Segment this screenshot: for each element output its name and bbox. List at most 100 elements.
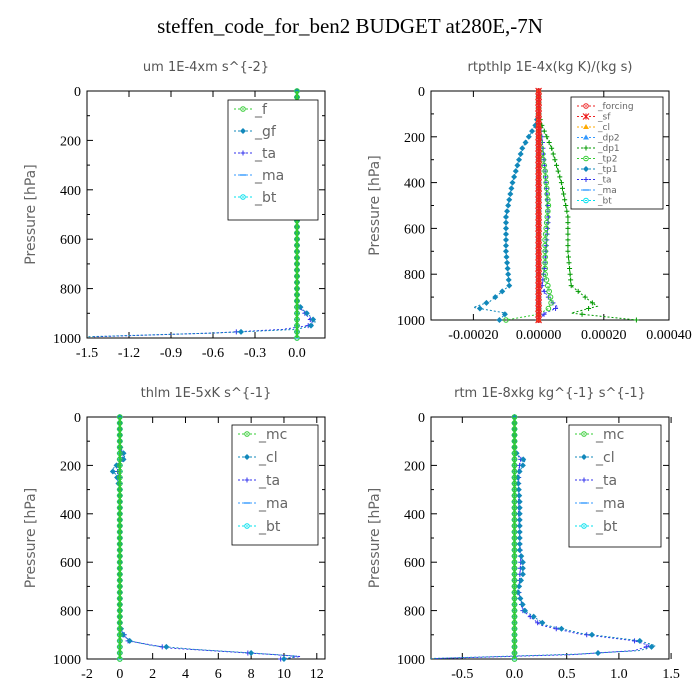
- data-point: [516, 522, 523, 529]
- data-point: [511, 577, 518, 584]
- data-point: [565, 237, 571, 243]
- x-tick-label: 8: [248, 667, 255, 682]
- data-point: [117, 492, 123, 499]
- data-point: [543, 185, 550, 192]
- data-point: [511, 450, 518, 457]
- legend-label: _f: [254, 102, 268, 118]
- data-point: [117, 420, 123, 426]
- data-point: [511, 468, 518, 475]
- data-point: [499, 288, 506, 295]
- x-tick-label: -1.2: [118, 346, 140, 361]
- data-point: [511, 438, 518, 445]
- data-point: [519, 462, 526, 469]
- data-point: [117, 613, 123, 620]
- data-point: [117, 444, 123, 451]
- legend-label: _ta: [597, 176, 612, 186]
- data-point: [117, 504, 123, 511]
- data-point: [502, 248, 509, 255]
- data-point: [117, 462, 123, 469]
- legend-label: _ma: [595, 496, 625, 512]
- data-point: [535, 259, 542, 266]
- data-point: [535, 99, 542, 106]
- panel-2: rtpthlp 1E-4x(kg K)/(kg s) Pressure [hPa]…: [367, 60, 692, 343]
- y-tick-label: 0: [74, 411, 81, 426]
- data-point: [511, 638, 518, 644]
- data-point: [535, 288, 542, 295]
- x-tick-label: -0.5: [451, 667, 473, 682]
- data-point: [535, 111, 542, 117]
- data-point: [516, 528, 523, 535]
- data-point: [545, 208, 551, 215]
- data-point: [557, 174, 563, 180]
- data-point: [535, 305, 542, 312]
- data-point: [565, 220, 571, 226]
- data-point: [496, 317, 503, 323]
- data-point: [511, 414, 518, 420]
- legend-marker: [583, 124, 589, 129]
- data-point: [117, 571, 123, 578]
- data-point: [511, 565, 518, 572]
- y-axis-label: Pressure [hPa]: [367, 488, 383, 588]
- data-point: [535, 294, 542, 300]
- y-tick-label: 600: [404, 556, 425, 571]
- data-point: [535, 202, 542, 209]
- legend-label: _bt: [597, 197, 612, 207]
- data-point: [544, 214, 551, 220]
- y-tick-label: 0: [74, 85, 81, 100]
- legend-label: _mc: [258, 427, 287, 443]
- y-tick-label: 200: [404, 131, 425, 146]
- data-point: [541, 311, 547, 317]
- panel-3: thlm 1E-5xK s^{-1} Pressure [hPa] 0 200 400 6…: [23, 386, 326, 682]
- data-point: [117, 565, 123, 572]
- legend-label: _ta: [595, 473, 617, 489]
- data-point: [515, 486, 522, 493]
- panel-4: rtm 1E-8xkg kg^{-1} s^{-1} Pressure [hPa]…: [367, 386, 680, 682]
- legend-label: _bt: [595, 519, 618, 535]
- data-point: [511, 420, 518, 426]
- data-point: [542, 237, 548, 243]
- x-tick-label: -1.5: [76, 346, 98, 361]
- y-tick-label: 200: [404, 459, 425, 474]
- legend-marker: [240, 128, 246, 134]
- y-tick-label: 200: [60, 459, 81, 474]
- y-axis-label: Pressure [hPa]: [23, 164, 39, 264]
- data-point: [553, 306, 559, 312]
- data-point: [539, 619, 546, 626]
- panel-title: rtm 1E-8xkg kg^{-1} s^{-1}: [454, 386, 646, 401]
- data-point: [516, 535, 523, 541]
- y-axis-label: Pressure [hPa]: [23, 488, 39, 588]
- data-point: [595, 649, 602, 656]
- data-point: [519, 571, 526, 578]
- data-point: [117, 450, 123, 457]
- data-point: [535, 191, 542, 197]
- data-point: [546, 140, 552, 146]
- data-point: [520, 456, 527, 463]
- data-point: [117, 644, 123, 650]
- legend-marker: [583, 166, 589, 172]
- data-point: [565, 254, 571, 260]
- data-point: [117, 559, 123, 566]
- legend-box: [231, 424, 319, 546]
- y-tick-label: 0: [418, 411, 425, 426]
- data-point: [310, 316, 317, 323]
- data-point: [502, 219, 509, 226]
- x-tick-label: 0: [116, 667, 123, 682]
- y-tick-label: 400: [60, 184, 81, 199]
- data-point: [294, 248, 300, 255]
- data-point: [543, 219, 550, 226]
- x-tick-label: -2: [81, 667, 93, 682]
- data-point: [535, 214, 542, 220]
- data-point: [117, 438, 123, 445]
- y-tick-label: 600: [60, 556, 81, 571]
- data-point: [511, 644, 518, 650]
- data-point: [507, 191, 514, 198]
- legend-marker: [240, 194, 246, 200]
- data-point: [502, 225, 509, 232]
- y-tick-label: 400: [404, 508, 425, 523]
- data-point: [535, 145, 542, 152]
- legend-label: _ma: [597, 186, 617, 196]
- data-point: [117, 468, 123, 475]
- data-point: [514, 162, 521, 169]
- legend-label: _dp2: [597, 134, 620, 144]
- data-point: [511, 632, 518, 638]
